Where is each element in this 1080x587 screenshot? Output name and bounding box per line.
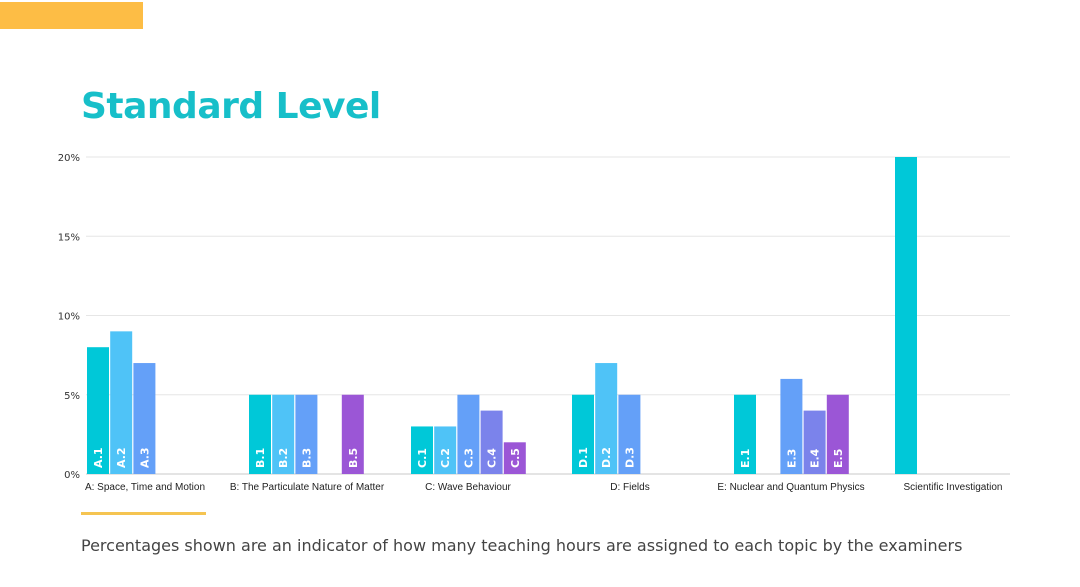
page-title: Standard Level [81, 86, 381, 127]
bar-b-1 [249, 394, 271, 474]
bar-label: A.2 [115, 447, 128, 468]
y-tick-label: 10% [58, 312, 80, 323]
bar-label: B.1 [254, 448, 267, 468]
bar-b-5 [341, 394, 364, 474]
bar-c-1 [411, 426, 433, 474]
bar-label: D.1 [577, 447, 590, 468]
category-label: C: Wave Behaviour [425, 482, 511, 493]
bar-label: E.3 [785, 449, 798, 468]
bar-d-2 [595, 363, 618, 474]
y-tick-label: 5% [64, 391, 80, 402]
bar-label: E.5 [832, 449, 845, 468]
footnote: Percentages shown are an indicator of ho… [81, 536, 963, 555]
bar-label: B.5 [347, 448, 360, 468]
bar-a-3 [133, 363, 156, 474]
bar-label: A.1 [92, 447, 105, 468]
category-label: E: Nuclear and Quantum Physics [717, 482, 864, 493]
bar-label: E.4 [809, 448, 822, 468]
bar-c-5 [503, 442, 526, 474]
category-label: B: The Particulate Nature of Matter [230, 482, 385, 493]
bar-e-5 [826, 394, 849, 474]
bar-c-2 [434, 426, 457, 474]
category-label: D: Fields [610, 482, 649, 493]
bar-a-2 [110, 331, 133, 474]
bar-label: C.1 [416, 448, 429, 468]
bar-label: C.2 [439, 448, 452, 468]
bar-label: D.3 [623, 447, 636, 468]
bar-label: E.1 [739, 449, 752, 468]
y-tick-label: 15% [58, 232, 80, 243]
bar-c-4 [480, 410, 503, 474]
bar-label: D.2 [600, 447, 613, 468]
category-label: A: Space, Time and Motion [85, 482, 205, 493]
bar-d-3 [618, 394, 641, 474]
bar-label: B.2 [277, 448, 290, 468]
bar-scientific-investigation [895, 157, 917, 474]
bar-e-3 [780, 378, 803, 474]
bar-d-1 [572, 394, 594, 474]
bar-a-1 [87, 347, 109, 474]
y-tick-label: 0% [64, 470, 80, 481]
bar-e-1 [734, 394, 756, 474]
bar-label: C.3 [462, 448, 475, 468]
bar-label: C.5 [509, 448, 522, 468]
bar-label: B.3 [300, 448, 313, 468]
bar-b-3 [295, 394, 318, 474]
bar-b-2 [272, 394, 295, 474]
bar-c-3 [457, 394, 480, 474]
y-tick-label: 20% [58, 153, 80, 164]
category-label: Scientific Investigation [904, 482, 1003, 493]
footnote-divider [81, 512, 206, 515]
bar-e-4 [803, 410, 826, 474]
bar-label: C.4 [486, 448, 499, 468]
accent-bar [0, 2, 143, 29]
bar-label: A.3 [138, 447, 151, 468]
